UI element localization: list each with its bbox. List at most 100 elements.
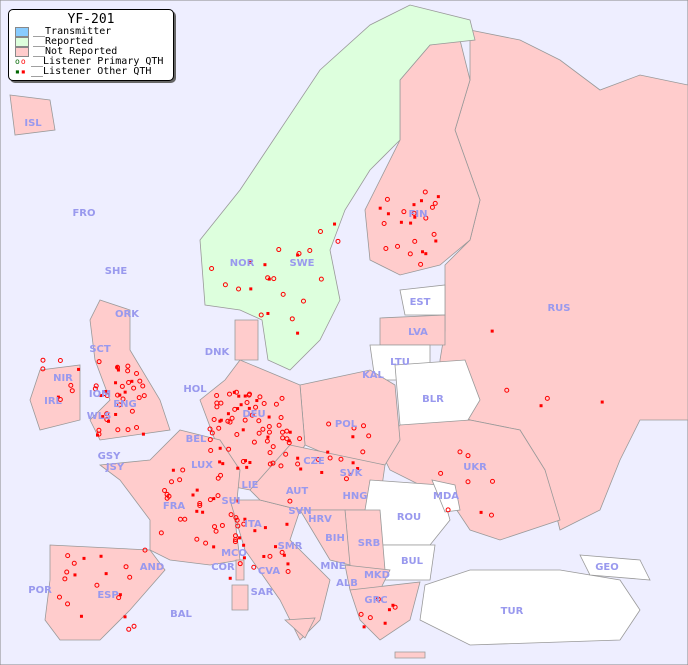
listener-other-marker [351, 461, 355, 465]
listener-primary-marker [69, 388, 75, 394]
listener-primary-marker [57, 397, 63, 403]
country-label-eng: ENG [113, 399, 136, 410]
country-great-britain [89, 299, 171, 441]
listener-primary-marker [212, 524, 218, 530]
listener-primary-marker [166, 493, 172, 499]
country-finland [364, 39, 481, 276]
listener-primary-marker [236, 286, 242, 292]
listener-other-marker [107, 419, 111, 423]
listener-primary-marker [489, 478, 495, 484]
listener-other-marker [348, 472, 352, 476]
country-label-ita: ITA [244, 519, 262, 530]
listener-primary-marker [307, 248, 313, 254]
listener-primary-marker [71, 560, 77, 566]
legend-label: __Listener Primary QTH [31, 56, 164, 67]
listener-primary-marker [422, 189, 428, 195]
listener-other-marker [413, 215, 417, 219]
country-label-ukr: UKR [463, 462, 487, 473]
country-label-mco: MCO [221, 548, 247, 559]
listener-primary-marker [117, 402, 123, 408]
listener-other-marker [386, 212, 390, 216]
listener-primary-marker [93, 383, 99, 389]
listener-other-marker [285, 522, 289, 526]
country-label-iom: IOM [89, 389, 111, 400]
listener-primary-marker [169, 479, 175, 485]
listener-other-marker [212, 497, 216, 501]
listener-other-marker [212, 545, 216, 549]
country-label-cor: COR [211, 562, 235, 573]
listener-primary-marker [423, 215, 429, 221]
listener-primary-marker [315, 456, 321, 462]
listener-other-marker [171, 468, 175, 472]
listener-primary-marker [126, 626, 132, 632]
listener-other-marker [238, 536, 242, 540]
listener-primary-marker [237, 561, 243, 567]
listener-primary-marker [267, 461, 273, 467]
country-label-gsy: GSY [98, 451, 121, 462]
listener-primary-marker [222, 282, 228, 288]
listener-primary-marker [177, 516, 183, 522]
listener-primary-marker [214, 392, 220, 398]
country-label-fro: FRO [72, 208, 95, 219]
country-label-bel: BEL [186, 434, 207, 445]
listener-other-marker [262, 554, 266, 558]
listener-other-marker [56, 395, 60, 399]
listener-primary-marker [104, 411, 110, 417]
listener-primary-marker [142, 547, 148, 553]
listener-primary-marker [251, 564, 257, 570]
listener-primary-marker [218, 472, 224, 478]
listener-other-marker [362, 625, 366, 629]
listener-other-marker [201, 510, 205, 514]
listener-primary-marker [115, 427, 121, 433]
listener-primary-marker [65, 553, 71, 559]
country-label-cze: CZE [303, 456, 325, 467]
country-label-bal: BAL [170, 609, 192, 620]
country-latvia [379, 314, 446, 346]
listener-primary-marker [251, 439, 257, 445]
listener-other-marker [130, 379, 134, 383]
listener-other-marker [421, 250, 425, 254]
listener-primary-marker [125, 368, 131, 374]
listener-other-marker [263, 526, 267, 530]
listener-primary-marker [445, 507, 451, 513]
listener-primary-marker [429, 204, 435, 210]
country-label-ork: ORK [115, 309, 140, 320]
listener-other-marker [82, 556, 86, 560]
listener-primary-marker [94, 582, 100, 588]
country-label-grc: GRC [364, 595, 387, 606]
country-ireland [29, 364, 81, 431]
listener-primary-marker [335, 238, 341, 244]
country-label-por: POR [28, 585, 52, 596]
country-denmark [234, 319, 259, 361]
listener-other-marker [221, 462, 225, 466]
listener-primary-marker [92, 386, 98, 392]
listener-other-marker [424, 252, 428, 256]
listener-primary-marker [234, 432, 240, 438]
country-iceland [9, 94, 56, 136]
country-moldova [431, 479, 461, 513]
listener-other-marker [436, 195, 440, 199]
listener-primary-marker [207, 437, 213, 443]
country-label-sct: SCT [89, 344, 111, 355]
listener-primary-marker [260, 426, 266, 432]
listener-primary-marker [266, 429, 272, 435]
listener-primary-marker [158, 530, 164, 536]
listener-primary-marker [326, 421, 332, 427]
listener-other-marker [296, 331, 300, 335]
listener-primary-marker [438, 470, 444, 476]
listener-primary-marker [241, 521, 247, 527]
listener-other-marker [267, 415, 271, 419]
listener-other-marker [434, 239, 438, 243]
country-label-swe: SWE [289, 258, 314, 269]
country-label-dnk: DNK [205, 347, 231, 358]
listener-primary-marker [278, 415, 284, 421]
listener-other-marker [114, 412, 118, 416]
country-label-lie: LIE [242, 480, 259, 491]
listener-other-marker [266, 435, 270, 439]
listener-primary-marker [62, 576, 68, 582]
listener-primary-marker [465, 453, 471, 459]
country-label-tur: TUR [501, 606, 524, 617]
listener-other-marker [296, 456, 300, 460]
country-label-lva: LVA [408, 327, 428, 338]
